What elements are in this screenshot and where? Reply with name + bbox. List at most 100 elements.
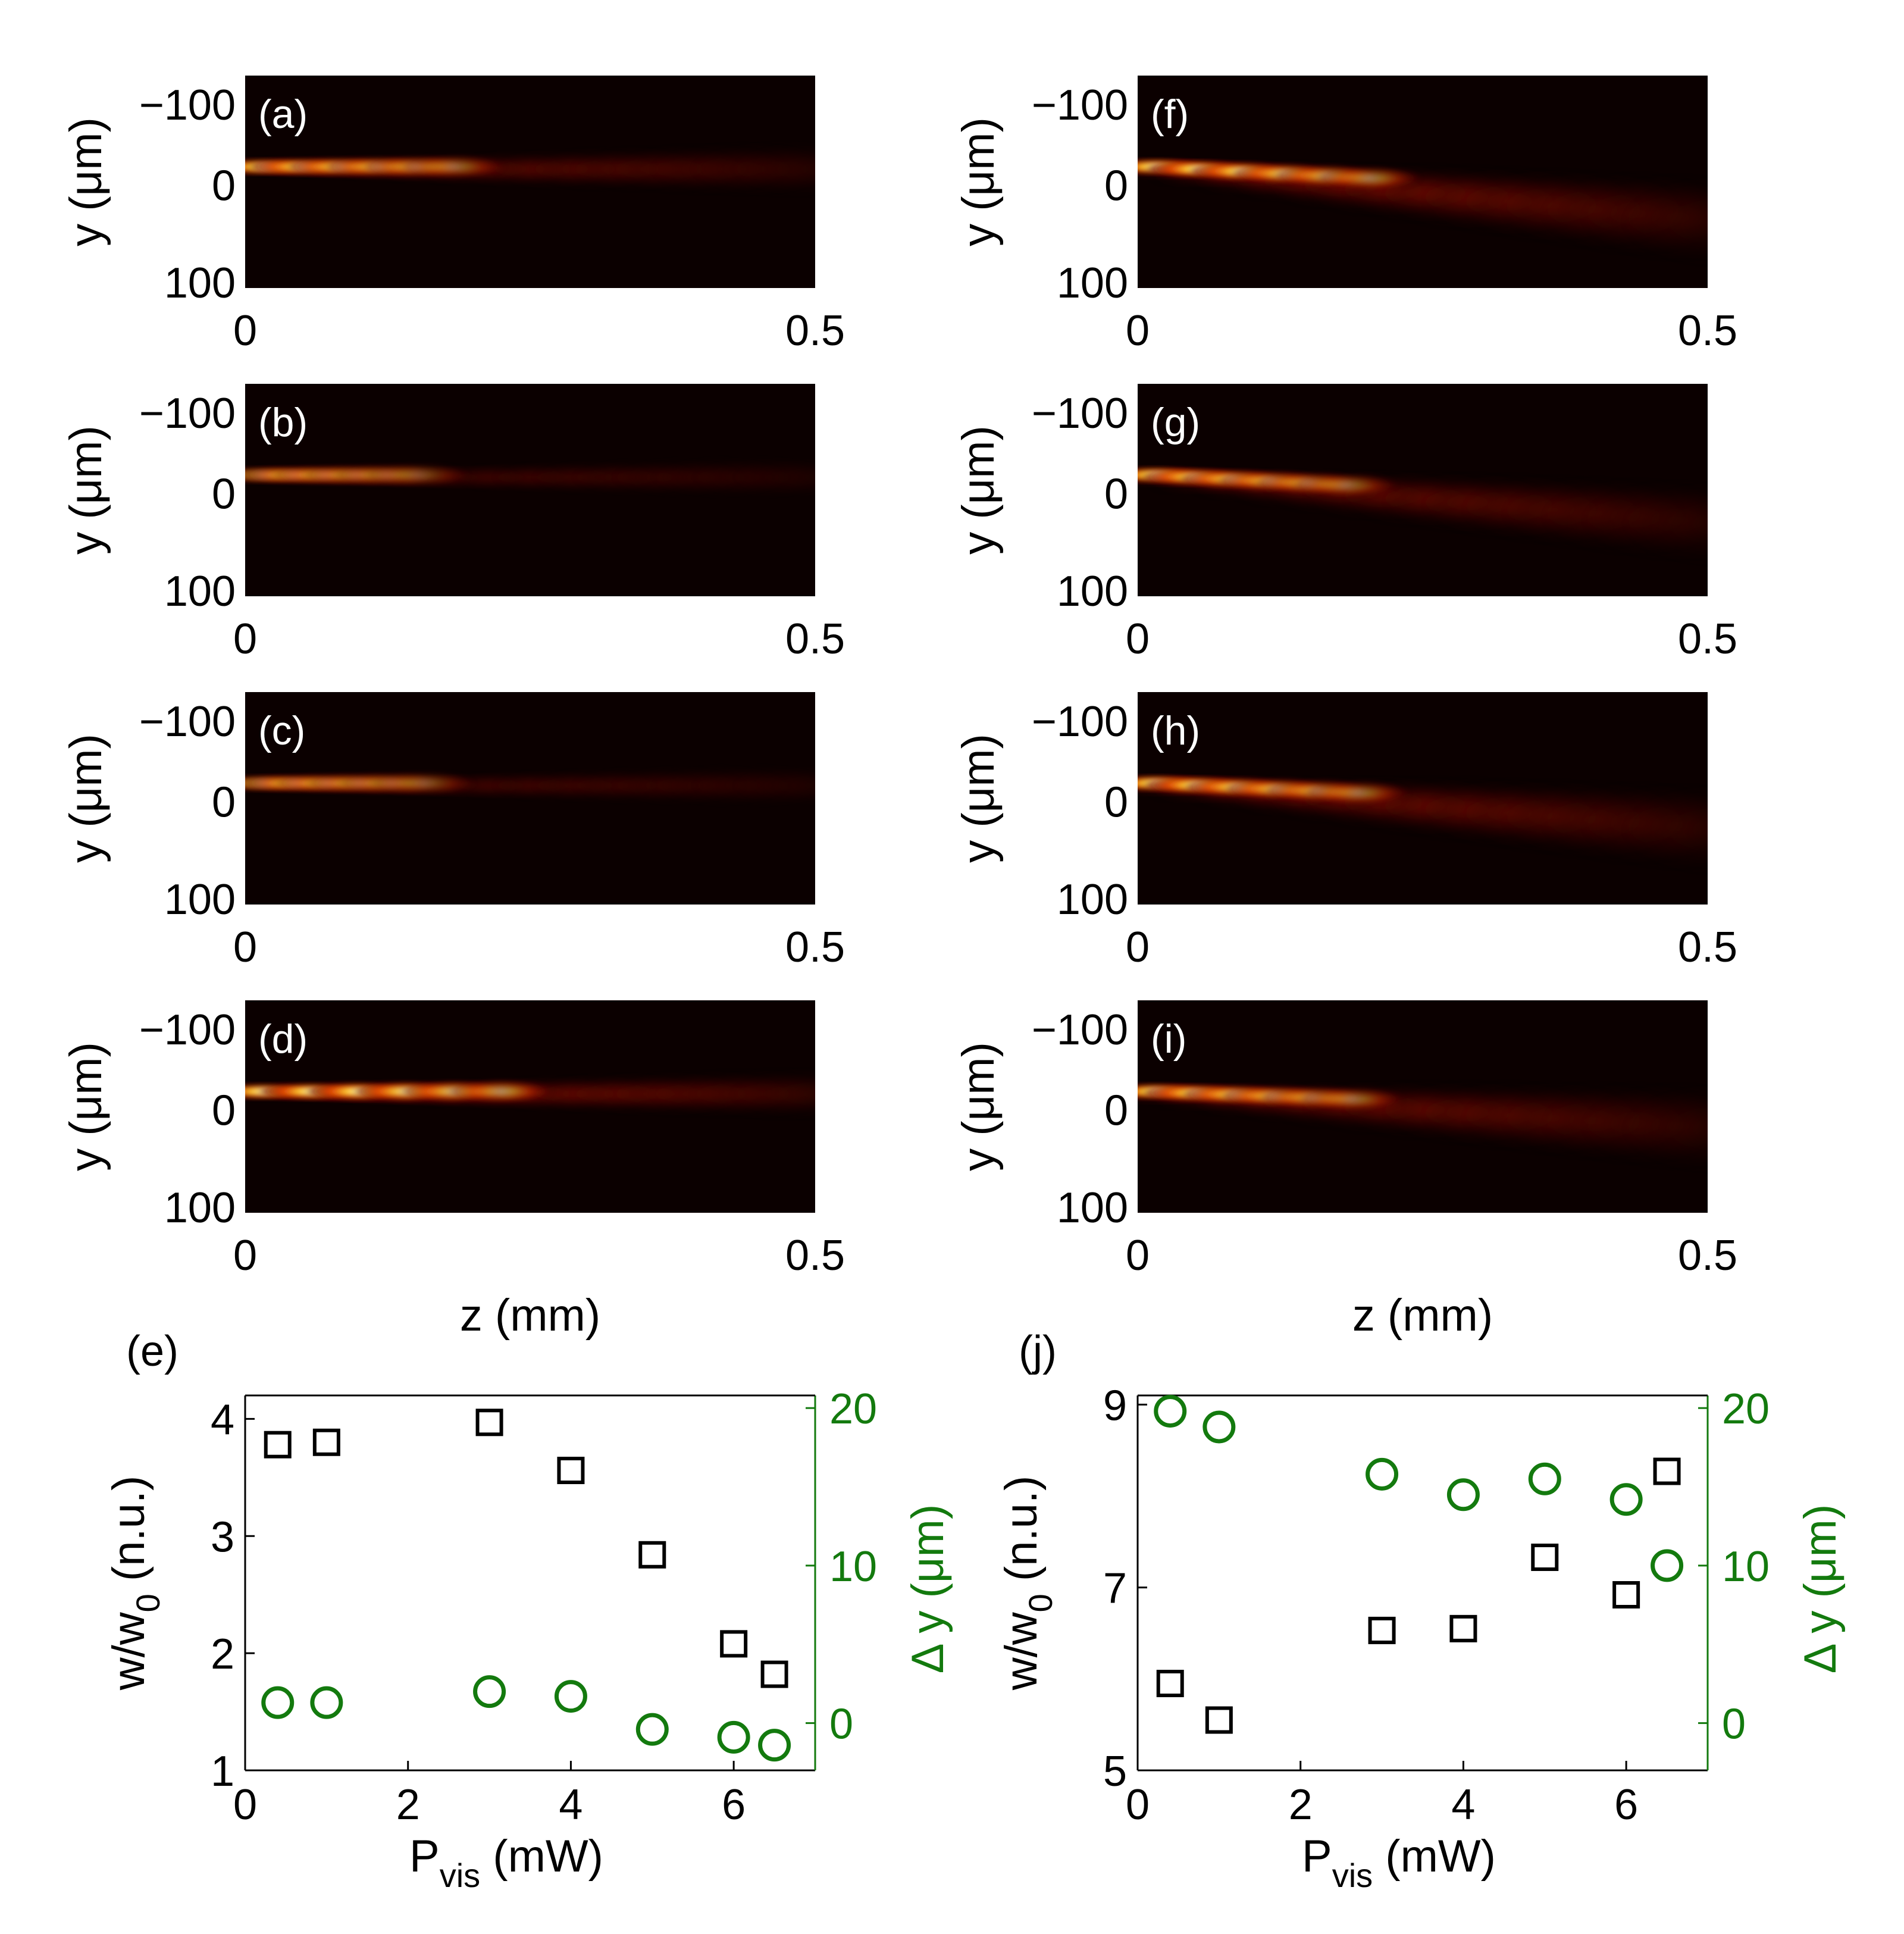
y-tick-label: 5 (1103, 1748, 1127, 1795)
beam-intensity (1138, 1083, 1708, 1173)
y-axis-label-sub: 0 (1022, 1594, 1059, 1612)
x-tick-label: 0.5 (785, 1232, 845, 1279)
x-tick-label: 0.5 (785, 924, 845, 971)
square-marker (1156, 1670, 1184, 1698)
y-tick-label: 100 (1057, 876, 1128, 924)
y-axis-label: y (μm) (953, 1042, 1004, 1171)
panel-label: (e) (126, 1328, 178, 1375)
circle-marker (635, 1713, 669, 1746)
beam-core (1298, 1087, 1405, 1111)
x-tick-label: 0 (1126, 924, 1150, 971)
beam-core (370, 771, 477, 796)
y-tick-label: 1 (211, 1748, 234, 1795)
beam-core (400, 155, 507, 179)
y-tick-label: 100 (1057, 568, 1128, 615)
x-axis-label-main: P (409, 1831, 440, 1882)
circle-marker (310, 1686, 343, 1719)
x-tick-label: 2 (1289, 1781, 1313, 1829)
x-tick-label: 0 (1126, 1781, 1150, 1829)
panel-label: (j) (1019, 1328, 1057, 1375)
y-axis-label: y (μm) (953, 117, 1004, 246)
y-tick-label: 100 (164, 259, 236, 307)
circle-marker (1609, 1483, 1643, 1516)
square-marker (264, 1431, 292, 1459)
y-tick-label: 0 (1104, 1087, 1128, 1135)
y2-tick-label: 0 (829, 1701, 853, 1748)
y-tick-label: −100 (139, 698, 236, 746)
circle-marker (1446, 1478, 1480, 1511)
x-axis-label-sub: vis (1332, 1857, 1373, 1894)
beam-halo (1618, 483, 1708, 566)
y2-tick-label: 10 (829, 1543, 877, 1591)
circle-marker (717, 1720, 750, 1754)
square-marker (557, 1457, 585, 1484)
circle-marker (1366, 1457, 1399, 1491)
square-marker (1205, 1706, 1233, 1734)
x-axis-label-sub: vis (440, 1857, 480, 1894)
beam-intensity (245, 142, 815, 196)
y-tick-label: 100 (164, 876, 236, 924)
square-marker (638, 1541, 666, 1569)
beam-halo (726, 1070, 815, 1118)
y-tick-label: −100 (139, 1006, 236, 1054)
beam-intensity (245, 765, 815, 806)
beam-halo (726, 765, 815, 806)
square-marker (1368, 1616, 1396, 1644)
x-axis-label-main: P (1302, 1831, 1332, 1882)
beam-halo (726, 142, 815, 196)
y-axis-label-rest: (n.u.) (996, 1476, 1047, 1594)
beam-halo (1618, 786, 1708, 875)
y2-tick-label: 0 (1722, 1701, 1746, 1748)
y-tick-label: 2 (211, 1631, 234, 1678)
x-tick-label: 0 (233, 1232, 257, 1279)
square-marker (1531, 1543, 1559, 1571)
panel-label: (g) (1151, 400, 1200, 445)
y-tick-label: 0 (1104, 162, 1128, 210)
y-axis-label-rest: (n.u.) (104, 1476, 154, 1594)
y-axis-label-main: w/w (104, 1611, 154, 1691)
y-tick-label: −100 (1032, 698, 1128, 746)
y-tick-label: 9 (1103, 1382, 1127, 1429)
beam-intensity (1138, 775, 1708, 875)
beam-halo (726, 456, 815, 498)
y-tick-label: −100 (139, 390, 236, 437)
y-tick-label: 0 (212, 779, 236, 827)
y-tick-label: 0 (212, 1087, 236, 1135)
x-tick-label: 0 (233, 924, 257, 971)
y-axis-label-sub: 0 (129, 1594, 167, 1612)
beam-intensity (1138, 467, 1708, 566)
y-tick-label: 0 (212, 471, 236, 518)
beam-intensity (1138, 158, 1708, 266)
y-tick-label: −100 (1032, 82, 1128, 129)
x-tick-label: 4 (1451, 1781, 1475, 1829)
y-axis-label: w/w0 (n.u.) (996, 1476, 1059, 1691)
y-axis-label: y (μm) (61, 1042, 111, 1171)
y-axis-label: y (μm) (61, 117, 111, 246)
beam-core (364, 463, 471, 487)
x-tick-label: 0 (233, 307, 257, 355)
x-tick-label: 0.5 (785, 615, 845, 663)
x-tick-label: 0.5 (785, 307, 845, 355)
x-axis-label-rest: (mW) (1373, 1831, 1496, 1882)
x-tick-label: 0.5 (1678, 615, 1737, 663)
circle-marker (261, 1686, 295, 1719)
y-axis-label: w/w0 (n.u.) (104, 1476, 167, 1691)
y-tick-label: 100 (164, 1184, 236, 1232)
y-axis-label: y (μm) (61, 425, 111, 555)
y-axis-label-main: w/w (996, 1611, 1047, 1691)
x-axis-label: Pvis (mW) (1302, 1831, 1496, 1894)
square-marker (1612, 1581, 1640, 1608)
y-axis-label: y (μm) (953, 734, 1004, 863)
y-tick-label: 7 (1103, 1565, 1127, 1613)
panel-label: (b) (258, 400, 308, 445)
y2-axis-label: Δ y (μm) (903, 1504, 953, 1674)
x-tick-label: 0.5 (1678, 1232, 1737, 1279)
